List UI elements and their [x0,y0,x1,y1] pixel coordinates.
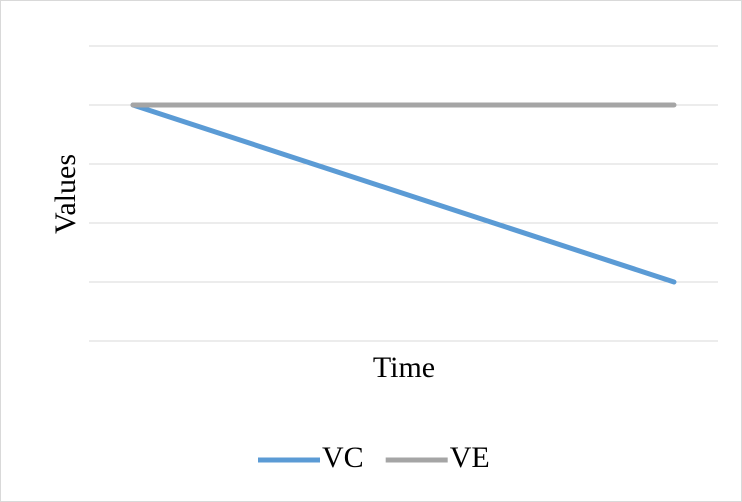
legend: VC VE [258,441,490,474]
legend-label: VC [322,441,364,474]
x-axis-label: Time [373,351,435,384]
y-axis-label: Values [49,154,82,234]
legend-label: VE [450,441,490,474]
data-line [130,102,677,285]
